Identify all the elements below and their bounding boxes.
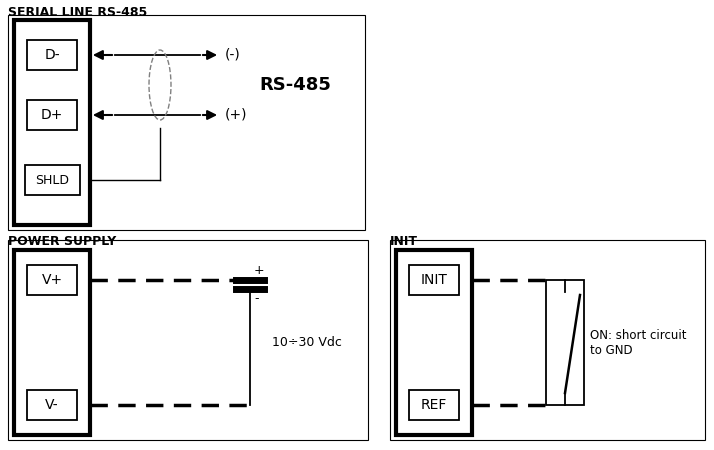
- Bar: [14, 20, 90, 225]
- Text: +: +: [254, 264, 265, 276]
- Text: SHLD: SHLD: [35, 174, 69, 186]
- Bar: [27, 100, 77, 130]
- Text: V+: V+: [41, 273, 63, 287]
- Text: SERIAL LINE RS-485: SERIAL LINE RS-485: [8, 6, 147, 19]
- Bar: [27, 390, 77, 420]
- Text: -: -: [254, 292, 258, 306]
- Bar: [27, 265, 77, 295]
- Bar: [396, 250, 472, 435]
- Text: INIT: INIT: [390, 235, 418, 248]
- Bar: [390, 240, 705, 440]
- Text: RS-485: RS-485: [259, 76, 331, 94]
- Text: 10÷30 Vdc: 10÷30 Vdc: [272, 337, 342, 350]
- Bar: [24, 165, 79, 195]
- Bar: [14, 250, 90, 435]
- Text: D+: D+: [41, 108, 63, 122]
- Text: INIT: INIT: [421, 273, 448, 287]
- Bar: [409, 265, 459, 295]
- Bar: [27, 40, 77, 70]
- Text: POWER SUPPLY: POWER SUPPLY: [8, 235, 116, 248]
- Bar: [409, 390, 459, 420]
- Bar: [546, 280, 584, 405]
- Text: D-: D-: [44, 48, 60, 62]
- Text: V-: V-: [45, 398, 59, 412]
- Text: ON: short circuit
to GND: ON: short circuit to GND: [590, 329, 686, 357]
- Bar: [8, 240, 368, 440]
- Bar: [8, 15, 365, 230]
- Text: (-): (-): [225, 48, 241, 62]
- Text: REF: REF: [421, 398, 447, 412]
- Text: (+): (+): [225, 108, 248, 122]
